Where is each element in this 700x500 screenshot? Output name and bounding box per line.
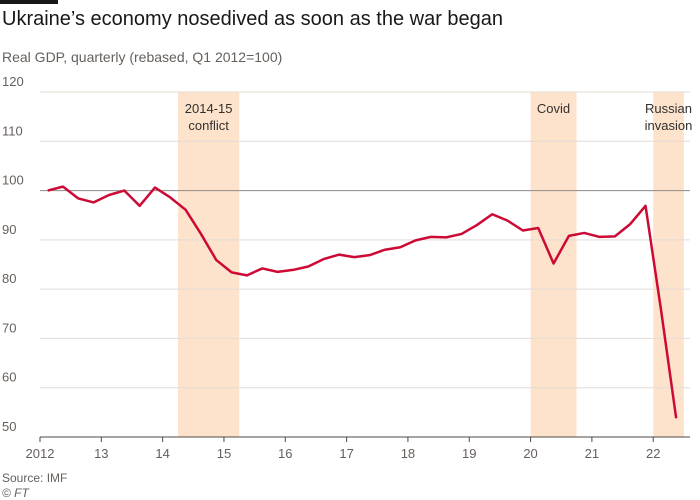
band-label: invasion xyxy=(645,118,693,133)
x-tick-label: 15 xyxy=(217,446,231,461)
x-tick-label: 18 xyxy=(401,446,415,461)
bands: 2014-15 conflict Covid Russian invasion xyxy=(177,92,693,437)
x-tick-label: 21 xyxy=(585,446,599,461)
marks xyxy=(47,185,678,419)
x-tick-label: 17 xyxy=(339,446,353,461)
chart-subtitle: Real GDP, quarterly (rebased, Q1 2012=10… xyxy=(2,49,282,65)
band-label: 2014-15 xyxy=(185,101,233,116)
band-label: Russian xyxy=(645,101,692,116)
band-label: conflict xyxy=(188,118,229,133)
grid: 50 60 70 80 90 100 110 120 2012 13 14 15 16 17 18 19 20 2… xyxy=(2,74,690,461)
band-label: Covid xyxy=(537,101,570,116)
data-line xyxy=(47,185,678,419)
x-tick-label: 16 xyxy=(278,446,292,461)
y-tick-label: 100 xyxy=(2,173,24,188)
credit: © FT xyxy=(2,486,31,500)
shaded-band xyxy=(177,92,240,437)
y-tick-label: 80 xyxy=(2,271,16,286)
source: Source: IMF xyxy=(2,471,67,485)
y-tick-label: 70 xyxy=(2,320,16,335)
brand-bar xyxy=(0,0,58,4)
y-tick-label: 50 xyxy=(2,419,16,434)
chart-title: Ukraine’s economy nosedived as soon as t… xyxy=(2,8,503,30)
x-tick-label: 2012 xyxy=(26,446,55,461)
x-tick-label: 19 xyxy=(462,446,476,461)
y-tick-label: 60 xyxy=(2,370,16,385)
x-tick-label: 14 xyxy=(155,446,169,461)
x-tick-label: 20 xyxy=(523,446,537,461)
x-tick-label: 22 xyxy=(646,446,660,461)
x-tick-label: 13 xyxy=(94,446,108,461)
y-tick-label: 90 xyxy=(2,222,16,237)
y-tick-label: 110 xyxy=(2,123,23,138)
shaded-band xyxy=(653,92,684,437)
y-tick-label: 120 xyxy=(2,74,24,89)
